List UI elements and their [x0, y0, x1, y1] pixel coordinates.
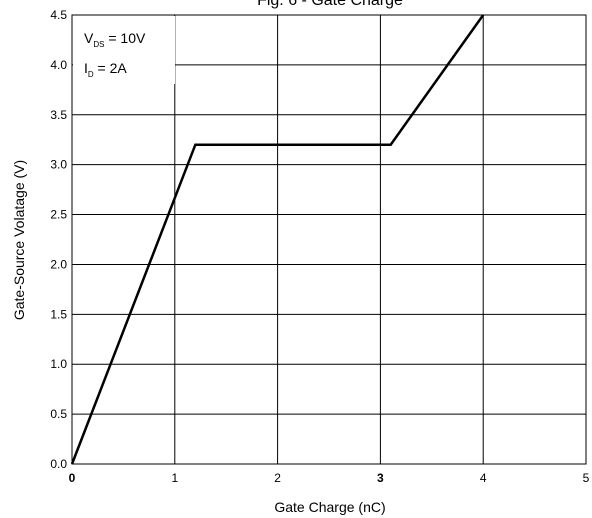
y-tick-label: 4.5	[50, 8, 67, 22]
y-tick-label: 2.5	[50, 208, 67, 222]
x-tick-labels: 0 1 2 3 4 5	[69, 471, 590, 485]
y-tick-label: 3.5	[50, 108, 67, 122]
gate-charge-series-line	[70, 14, 485, 465]
x-tick-label: 0	[69, 471, 76, 485]
vds-annotation: VDS = 10V	[84, 30, 146, 49]
x-tick-label: 5	[583, 471, 590, 485]
x-axis-label: Gate Charge (nC)	[274, 499, 385, 515]
y-tick-label: 0.0	[50, 457, 67, 471]
id-annotation: ID = 2A	[84, 60, 127, 79]
annotation-background	[73, 16, 175, 84]
plot-frame	[71, 14, 587, 465]
x-tick-label: 4	[480, 471, 487, 485]
y-tick-label: 1.5	[50, 307, 67, 321]
y-tick-label: 1.0	[50, 357, 67, 371]
series-group	[70, 14, 485, 465]
grid-lines	[72, 15, 586, 464]
y-axis-label: Gate-Source Volatage (V)	[11, 160, 27, 320]
y-tick-label: 0.5	[50, 407, 67, 421]
y-tick-label: 2.0	[50, 257, 67, 271]
y-tick-label: 4.0	[50, 58, 67, 72]
x-tick-label: 3	[377, 471, 384, 485]
x-tick-label: 2	[274, 471, 281, 485]
test-conditions-annotation: VDS = 10V ID = 2A	[84, 30, 146, 79]
y-tick-label: 3.0	[50, 158, 67, 172]
chart-title: Fig. 6 - Gate Charge	[257, 0, 403, 9]
x-tick-label: 1	[171, 471, 178, 485]
y-tick-labels: 0.0 0.5 1.0 1.5 2.0 2.5 3.0 3.5 4.0 4.5	[50, 8, 67, 471]
